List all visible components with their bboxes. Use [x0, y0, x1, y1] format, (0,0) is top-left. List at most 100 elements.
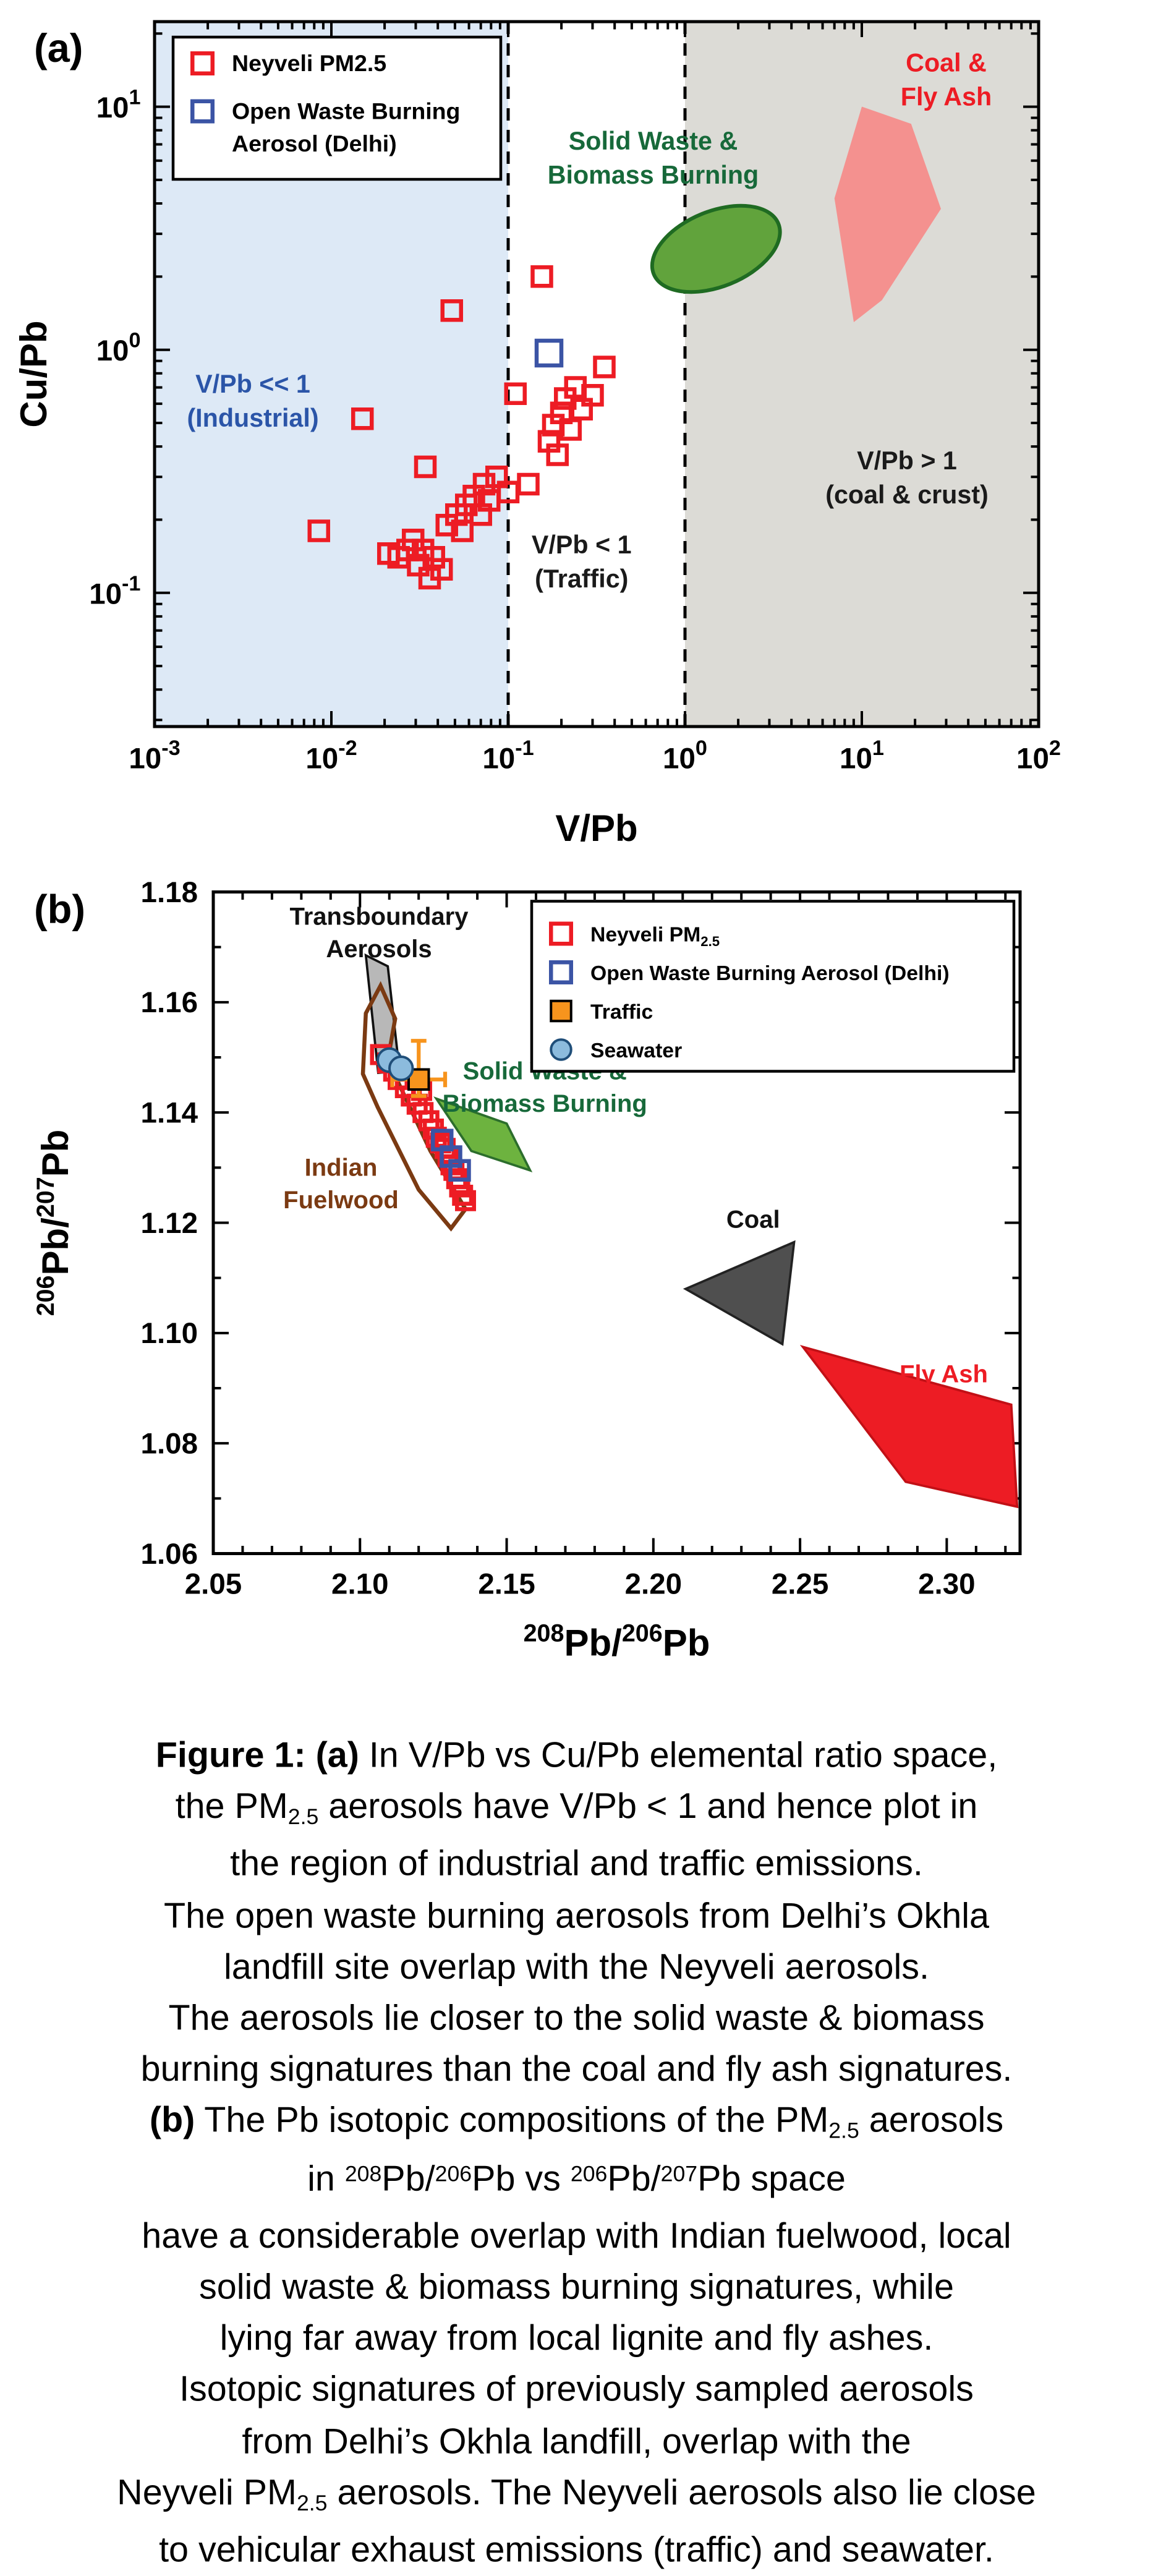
tick-label: 1.16	[141, 986, 198, 1019]
caption-line: the region of industrial and traffic emi…	[0, 1839, 1153, 1890]
tick-label: 10-1	[89, 572, 140, 611]
marker-open-square	[307, 519, 331, 542]
marker-filled-circle	[388, 1056, 414, 1081]
caption-line: (b) The Pb isotopic compositions of the …	[0, 2096, 1153, 2153]
coal-field	[683, 1240, 796, 1346]
marker-open-square	[549, 921, 573, 946]
caption-text: In V/Pb vs Cu/Pb elemental ratio space,	[359, 1734, 998, 1775]
caption-text: Neyveli PM	[117, 2472, 297, 2512]
transboundary-label: Aerosols	[326, 936, 432, 963]
solid-waste-biomass-burning-field	[433, 1096, 533, 1172]
legend-label: Aerosol (Delhi)	[232, 130, 397, 156]
coal-fly-ash-label: Coal &	[906, 48, 987, 77]
traffic-region-label: V/Pb < 1	[532, 531, 632, 559]
tick-label: 2.20	[625, 1568, 682, 1601]
fly-ash-label: Fly Ash	[900, 1360, 988, 1388]
caption-text: from Delhi’s Okhla landfill, overlap wit…	[242, 2420, 911, 2461]
indian-fuelwood-label: Fuelwood	[283, 1187, 399, 1214]
tick-label: 2.15	[478, 1568, 535, 1601]
marker-open-square	[452, 1184, 474, 1206]
legend-label: Neyveli PM2.5	[232, 50, 386, 76]
caption-text: Isotopic signatures of previously sample…	[179, 2369, 974, 2410]
marker-open-square	[593, 356, 616, 378]
coal-crust-region-label: V/Pb > 1	[857, 446, 957, 475]
caption-line: Figure 1: (a) In V/Pb vs Cu/Pb elemental…	[0, 1730, 1153, 1781]
caption-text: Pb space	[697, 2157, 846, 2198]
marker-open-square	[430, 558, 453, 581]
caption-line: have a considerable overlap with Indian …	[0, 2211, 1153, 2262]
caption-bold-text: Figure 1: (a)	[155, 1734, 359, 1775]
caption-text: lying far away from local lignite and fl…	[219, 2318, 934, 2358]
caption-line: from Delhi’s Okhla landfill, overlap wit…	[0, 2416, 1153, 2467]
legend-label: Traffic	[590, 1000, 653, 1024]
legend-label: Open Waste Burning	[232, 98, 460, 124]
caption-text: Pb vs	[472, 2157, 571, 2198]
caption-text: landfill site overlap with the Neyveli a…	[223, 1946, 929, 1987]
marker-open-square	[190, 51, 215, 75]
marker-open-square	[581, 383, 604, 407]
caption-subscript: 2.5	[828, 2120, 859, 2145]
tick-label: 100	[96, 329, 141, 368]
caption-text: in	[307, 2157, 345, 2198]
plot-border	[153, 20, 1040, 728]
tick-label: 1.12	[141, 1207, 198, 1240]
plot-border	[211, 890, 1022, 1555]
tick-label: 101	[96, 86, 141, 125]
tick-label: 100	[663, 736, 707, 775]
caption-subscript: 2.5	[296, 2491, 328, 2517]
caption-text: aerosols have V/Pb < 1 and hence plot in	[318, 1786, 978, 1827]
caption-line: Isotopic signatures of previously sample…	[0, 2365, 1153, 2416]
caption-text: the region of industrial and traffic emi…	[230, 1843, 923, 1884]
marker-open-square	[448, 1159, 471, 1182]
caption-line: The aerosols lie closer to the solid was…	[0, 1993, 1153, 2044]
caption-line: solid waste & biomass burning signatures…	[0, 2262, 1153, 2313]
fly-ash-field	[799, 1344, 1019, 1509]
panel-b-chart: 2.05 2.10 2.15 2.20 2.25 2.30 1.06 1.08 1.10 1.12…	[32, 876, 1022, 1664]
marker-open-square	[546, 443, 569, 466]
x-axis-title: 208Pb/206Pb	[524, 1620, 710, 1664]
marker-open-square	[485, 466, 508, 488]
tick-label: 2.10	[331, 1568, 388, 1601]
series-seawater	[376, 1047, 414, 1081]
y-axis-title: 206Pb/207Pb	[32, 1130, 76, 1316]
tick-label: 1.18	[141, 876, 198, 909]
marker-open-square	[549, 960, 573, 984]
caption-text: The aerosols lie closer to the solid was…	[168, 1997, 985, 2038]
caption-subscript: 2.5	[287, 1806, 319, 1831]
industrial-region-label: (Industrial)	[187, 404, 318, 432]
panel-label: (a)	[34, 25, 83, 70]
caption-text: Pb/	[607, 2157, 661, 2198]
solid-waste-biomass-burning-field	[650, 203, 782, 294]
tick-label: 1.06	[141, 1538, 198, 1571]
tick-label: 1.10	[141, 1317, 198, 1350]
tick-label: 1.14	[141, 1096, 198, 1129]
coal-fly-ash-label: Fly Ash	[901, 82, 992, 111]
figure-caption: Figure 1: (a) In V/Pb vs Cu/Pb elemental…	[0, 1724, 1153, 2576]
marker-open-square	[455, 1190, 477, 1211]
legend-label: Seawater	[590, 1039, 682, 1062]
caption-text: to vehicular exhaust emissions (traffic)…	[159, 2529, 994, 2570]
marker-open-square	[414, 455, 437, 479]
coal-crust-region-label: (coal & crust)	[825, 480, 989, 509]
tick-label: 2.25	[772, 1568, 828, 1601]
tick-label: 2.05	[185, 1568, 242, 1601]
caption-text: have a considerable overlap with Indian …	[142, 2215, 1011, 2256]
caption-text: the PM	[175, 1786, 288, 1827]
caption-superscript: 207	[660, 2162, 698, 2187]
tick-label: 101	[840, 736, 884, 775]
tick-label: 10-2	[305, 736, 357, 775]
caption-line: the PM2.5 aerosols have V/Pb < 1 and hen…	[0, 1781, 1153, 1839]
caption-text: solid waste & biomass burning signatures…	[199, 2266, 954, 2307]
caption-text: The open waste burning aerosols from Del…	[164, 1895, 989, 1935]
tick-label: 2.30	[918, 1568, 975, 1601]
legend-label: Neyveli PM2.5	[590, 923, 720, 949]
industrial-region-label: V/Pb << 1	[195, 370, 310, 398]
indian-fuelwood-label: Indian	[305, 1154, 378, 1181]
marker-filled-square	[550, 999, 572, 1023]
x-axis-title: V/Pb	[555, 808, 637, 849]
marker-open-square	[451, 519, 474, 542]
marker-open-square	[190, 99, 215, 124]
traffic-region-label: (Traffic)	[535, 565, 628, 593]
caption-line: Neyveli PM2.5 aerosols. The Neyveli aero…	[0, 2467, 1153, 2525]
tick-label: 10-1	[482, 736, 534, 775]
